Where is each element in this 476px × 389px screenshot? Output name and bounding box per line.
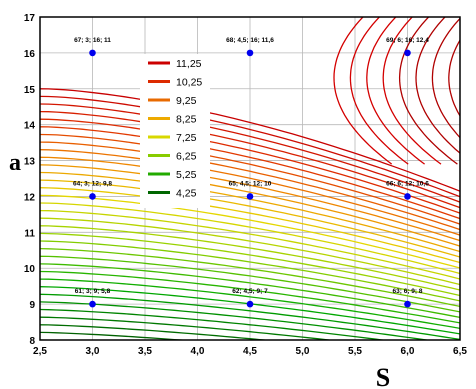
contour-line	[40, 270, 460, 324]
point-label: 68; 4,5; 16; 11,6	[226, 37, 274, 44]
contour-line	[40, 110, 460, 209]
legend-label: 7,25	[176, 132, 197, 144]
x-tick-label: 3,5	[138, 346, 152, 357]
contour-line	[40, 331, 189, 340]
y-tick-label: 15	[24, 85, 36, 96]
contour-line	[40, 217, 460, 286]
data-point	[246, 300, 254, 308]
x-tick-label: 6,5	[453, 346, 467, 357]
contour-line	[40, 126, 460, 220]
contour-line	[40, 187, 460, 264]
contour-line	[448, 38, 460, 118]
y-tick-label: 11	[24, 228, 35, 239]
legend-label: 6,25	[176, 151, 197, 163]
point-label: 66; 6; 12; 10,6	[386, 180, 429, 187]
x-tick-label: 5,5	[348, 346, 362, 357]
legend-label: 4,25	[176, 188, 197, 200]
point-label: 63; 6; 9; 8	[393, 288, 423, 295]
contour-line	[366, 17, 425, 165]
contour-line	[40, 103, 460, 203]
point-label: 62; 4,5; 9; 7	[232, 288, 268, 295]
x-tick-label: 2,5	[33, 346, 47, 357]
contour-line	[398, 17, 458, 165]
contour-line	[40, 293, 460, 340]
contour-line	[40, 278, 460, 330]
data-point	[404, 49, 411, 57]
contour-line	[349, 17, 409, 165]
data-point	[89, 300, 96, 308]
contour-line	[40, 164, 460, 247]
contour-line	[40, 88, 460, 192]
contour-line	[40, 316, 335, 340]
y-tick-label: 10	[24, 264, 36, 275]
contour-layer	[40, 13, 476, 340]
data-points: 67; 3; 16; 11 68; 4,5; 16; 11,6 69; 6; 16;…	[73, 37, 429, 308]
contour-line	[40, 225, 460, 291]
legend-label: 10,25	[176, 77, 202, 89]
x-tick-label: 5,0	[296, 346, 310, 357]
legend: 11,25 10,25 9,25 8,25 7,25 6,25 5,25 4,25	[140, 54, 210, 208]
point-label: 61; 3; 9; 5,8	[75, 288, 111, 295]
contour-line	[40, 95, 460, 198]
y-tick-label: 14	[24, 121, 36, 132]
contour-line	[40, 255, 460, 313]
contour-line	[40, 118, 460, 214]
contour-line	[333, 17, 393, 165]
y-tick-label: 9	[29, 300, 35, 311]
x-axis-label: S	[376, 363, 390, 389]
tick-labels: 2,5 3,0 3,5 4,0 4,5 5,0 5,5 6,0 6,5 8 9 10 11 12 13 14 1…	[24, 13, 468, 357]
contour-line	[40, 149, 460, 236]
contour-line	[415, 17, 460, 154]
x-tick-label: 3,0	[86, 346, 100, 357]
plot-frame	[39, 16, 461, 341]
data-point	[404, 193, 411, 200]
contour-line	[40, 133, 460, 225]
legend-box	[140, 54, 210, 208]
contour-line	[431, 17, 460, 139]
y-tick-label: 13	[24, 157, 36, 168]
contour-line	[40, 194, 460, 269]
contour-line	[40, 301, 431, 340]
data-point	[246, 49, 254, 57]
y-axis-label: a	[9, 150, 21, 176]
legend-label: 9,25	[176, 95, 197, 107]
contour-line	[40, 263, 460, 319]
point-label: 64; 3; 12; 9,8	[73, 180, 112, 187]
point-label: 69; 6; 16; 12,4	[386, 37, 429, 44]
contour-line	[40, 156, 460, 242]
contour-line	[40, 232, 460, 297]
y-tick-label: 16	[24, 49, 36, 60]
contour-line	[40, 240, 460, 302]
contour-line	[40, 247, 460, 308]
contour-line	[40, 209, 460, 280]
data-point	[246, 193, 254, 200]
point-label: 67; 3; 16; 11	[74, 37, 111, 44]
contour-line	[382, 17, 442, 165]
contour-line	[40, 179, 460, 258]
y-tick-label: 12	[24, 192, 36, 203]
legend-label: 11,25	[176, 58, 202, 70]
contour-line	[40, 202, 460, 275]
contour-line	[40, 141, 460, 231]
x-tick-label: 6,0	[401, 346, 415, 357]
contour-line	[465, 13, 476, 164]
contour-line	[40, 308, 388, 340]
point-label: 65; 4,5; 12; 10	[229, 180, 272, 187]
x-tick-label: 4,5	[243, 346, 257, 357]
data-point	[89, 193, 96, 200]
legend-label: 8,25	[176, 114, 197, 126]
data-point	[89, 49, 96, 57]
legend-label: 5,25	[176, 169, 197, 181]
y-tick-label: 8	[29, 336, 35, 347]
contour-line	[40, 324, 271, 340]
x-tick-label: 4,0	[191, 346, 205, 357]
data-point	[404, 300, 411, 308]
y-tick-label: 17	[24, 13, 36, 24]
